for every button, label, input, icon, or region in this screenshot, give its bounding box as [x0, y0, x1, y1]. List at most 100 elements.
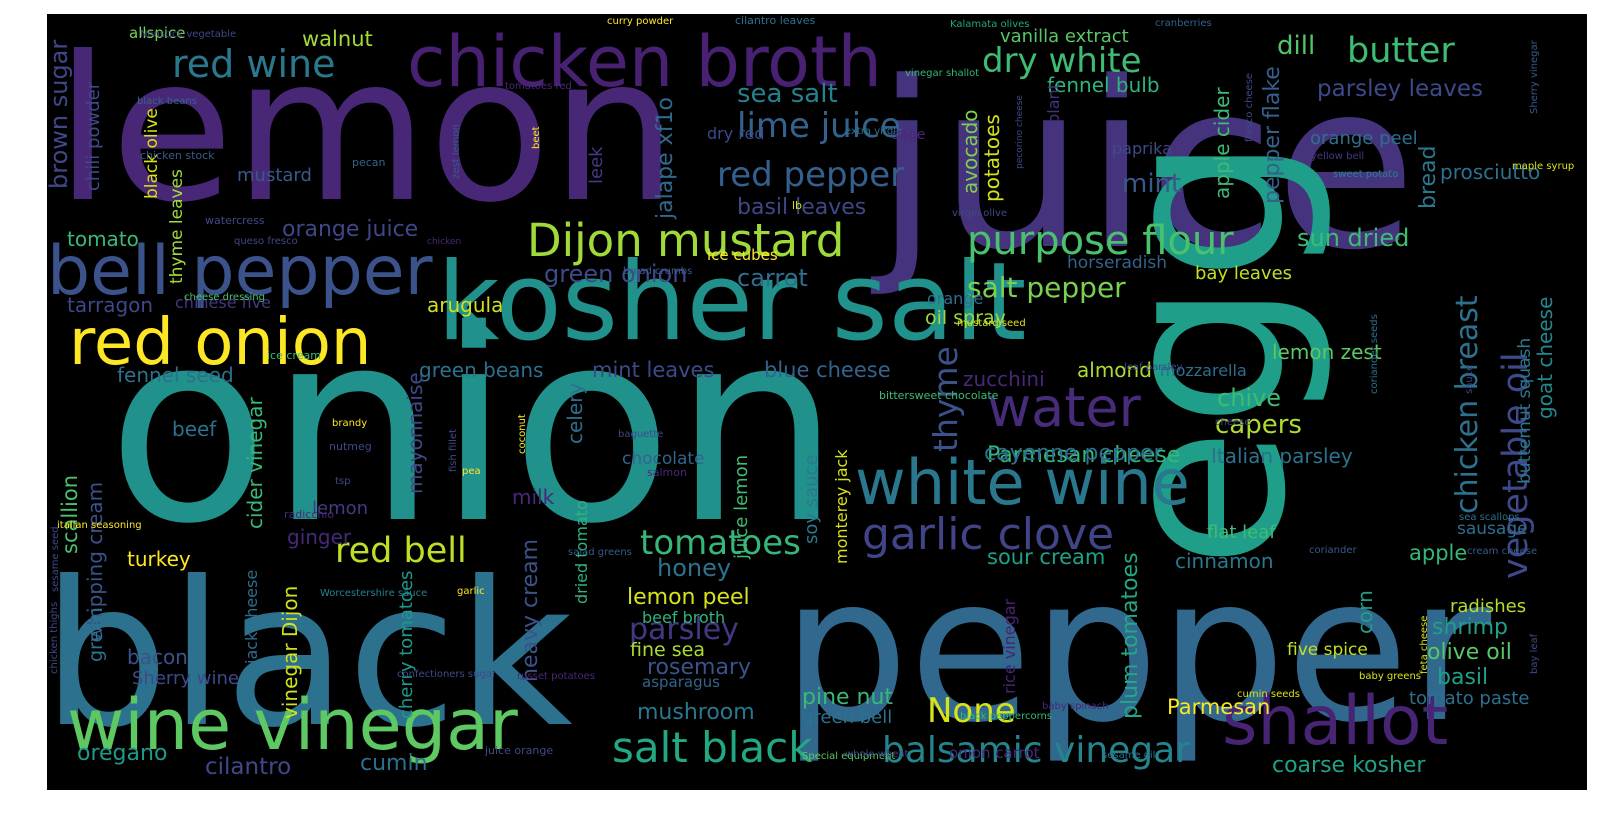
- word-vanilla-extract: vanilla extract: [1000, 26, 1129, 47]
- word-ice-cubes: ice cubes: [707, 246, 778, 264]
- word-sage: sage: [892, 127, 925, 143]
- word-virgin-olive: virgin olive: [952, 208, 1007, 219]
- word-chicken: chicken: [427, 237, 461, 247]
- word-radishes: radishes: [1450, 596, 1526, 617]
- word-cloud: lemon juice onion black pepper kosher salt egg…: [47, 14, 1587, 790]
- word-baguette: baguette: [618, 429, 663, 440]
- word-salmon: salmon: [647, 466, 687, 479]
- word-carrot: carrot: [737, 264, 808, 292]
- word-tomatoes-red: tomatoes red: [505, 81, 572, 92]
- word-cumin-seeds: cumin seeds: [1237, 689, 1300, 700]
- word-red-bell: red bell: [335, 531, 467, 571]
- word-tomato-paste: tomato paste: [1409, 688, 1529, 709]
- word-cheese-dressing: cheese dressing: [184, 292, 265, 303]
- word-mint-leaves: mint leaves: [592, 358, 714, 382]
- word-parsley-leaves: parsley leaves: [1317, 76, 1483, 102]
- word-monterey-jack: monterey jack: [832, 449, 851, 564]
- word-balsamic-vinegar: balsamic vinegar: [882, 730, 1190, 771]
- word-pea: pea: [462, 466, 481, 477]
- word-black-peppercorns: black peppercorns: [960, 711, 1052, 722]
- word-parmesan: Parmesan: [1167, 695, 1270, 719]
- word-wine-vinegar: wine vinegar: [67, 684, 518, 766]
- word-pecorino-cheese: pecorino cheese: [1015, 95, 1025, 169]
- word-fennel-bulb: fennel bulb: [1047, 73, 1160, 97]
- word-juice-orange: juice orange: [484, 744, 553, 757]
- word-bay-leaves: bay leaves: [1195, 263, 1292, 284]
- word-green-onion: green onion: [544, 260, 687, 288]
- word-goat-cheese: goat cheese: [1533, 297, 1557, 419]
- word-sweet-potato: sweet potato: [1333, 169, 1398, 180]
- word-beef: beef: [172, 417, 217, 441]
- word-mayonnaise: mayonnaise: [403, 372, 427, 494]
- word-cilantro: cilantro: [205, 754, 291, 780]
- word-tsp: tsp: [335, 476, 350, 487]
- word-nutmeg: nutmeg: [329, 440, 372, 453]
- word-cayenne-pepper: cayenne pepper: [984, 441, 1164, 466]
- word-vinegar-shallot: vinegar shallot: [905, 68, 979, 79]
- word-eggplant: eggplant: [1044, 83, 1063, 154]
- word-coriander: coriander: [1309, 545, 1357, 556]
- word-zucchini: zucchini: [963, 367, 1045, 391]
- word-dry-white: dry white: [982, 41, 1142, 81]
- word-thyme: thyme: [926, 346, 965, 452]
- word-cherry-tomatoes: cherry tomatoes: [396, 571, 417, 719]
- word-confectioners-sugar: confectioners sugar: [397, 669, 497, 680]
- word-chive: chive: [1217, 384, 1281, 412]
- word-fresco-cheese: fresco cheese: [1244, 73, 1255, 142]
- word-juice: juice: [870, 34, 1417, 301]
- word-onion-carrot: onion carrot: [949, 744, 1040, 762]
- word-blue-cheese: blue cheese: [764, 358, 891, 382]
- word-oil-spray: oil spray: [925, 307, 1006, 329]
- word-paprika: paprika: [1112, 139, 1172, 158]
- word-salt-pepper: salt pepper: [967, 271, 1126, 304]
- word-mozzarella: mozzarella: [1160, 361, 1247, 380]
- word-dry-red: dry red: [707, 124, 765, 143]
- word-maple-syrup: maple syrup: [1512, 161, 1574, 172]
- word-dijon-mustard: Dijon mustard: [527, 214, 844, 267]
- word-black-olive: black olive: [142, 108, 162, 199]
- word-fish-fillet: fish fillet: [448, 429, 459, 472]
- word-turkey: turkey: [127, 547, 191, 571]
- word-tarragon: tarragon: [67, 293, 153, 317]
- word-red-wine: red wine: [172, 42, 335, 86]
- word-garlic: garlic: [457, 586, 485, 597]
- word-bay-leaf: bay leaf: [1529, 633, 1540, 674]
- word-scallion: scallion: [58, 475, 82, 554]
- word-beef-broth: beef broth: [642, 608, 725, 627]
- word-whole-wheat: whole wheat: [845, 749, 909, 760]
- word-orange-peel: orange peel: [1310, 128, 1418, 149]
- word-pepper: pepper: [782, 534, 1492, 767]
- word-nonstick-vegetable: Nonstick vegetable: [140, 29, 236, 40]
- word-lemon: lemon: [312, 498, 368, 519]
- word-extra-virgin: extra virgin: [845, 126, 902, 137]
- word-mushroom: mushroom: [637, 700, 755, 725]
- word-onion: onion: [107, 274, 841, 582]
- word-leaf-parsley: leaf parsley: [1124, 362, 1182, 373]
- word-radicchio: radicchio: [284, 508, 334, 521]
- word-tomatoes: tomatoes: [640, 523, 801, 563]
- word-cilantro-leaves: cilantro leaves: [735, 14, 816, 27]
- word-lemon: lemon: [55, 14, 678, 247]
- word-fennel-seed: fennel seed: [117, 363, 234, 387]
- word-coconut: coconut: [517, 414, 528, 454]
- word-whipping-cream: whipping cream: [83, 482, 107, 642]
- word-juice-lemon: juice lemon: [731, 455, 752, 560]
- word-cranberries: cranberries: [1155, 18, 1212, 29]
- word-dried-tomato: dried tomato: [572, 500, 591, 604]
- word-olive-oil: olive oil: [1427, 640, 1512, 665]
- word-sun-dried: sun dried: [1297, 224, 1409, 252]
- word-mustard-seed: mustard seed: [957, 318, 1026, 329]
- word-red-onion: red onion: [69, 306, 371, 380]
- word-italian-parsley: Italian parsley: [1211, 444, 1353, 468]
- word-none: None: [927, 691, 1016, 731]
- word-chocolate: chocolate: [622, 449, 705, 469]
- word-watercress: watercress: [205, 214, 265, 227]
- word-chicken-broth: chicken broth: [407, 21, 882, 103]
- word-cream-cheese: cream cheese: [1467, 546, 1537, 557]
- word-beet: beet: [531, 126, 542, 149]
- word-vegetable-oil: vegetable oil: [1496, 352, 1536, 579]
- word-capers: capers: [1215, 410, 1302, 440]
- word-white-wine: white wine: [855, 446, 1190, 519]
- word-yellow-bell: yellow bell: [1311, 151, 1364, 162]
- word-queso-fresco: queso fresco: [234, 236, 298, 247]
